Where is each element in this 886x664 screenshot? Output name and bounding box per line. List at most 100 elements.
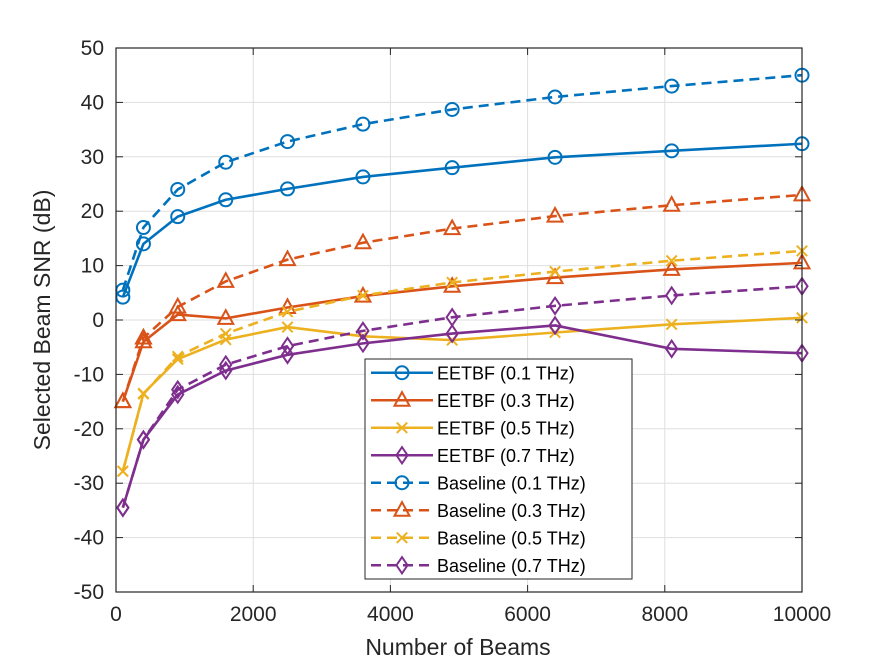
series-line <box>121 193 803 402</box>
data-point <box>280 134 295 150</box>
data-point <box>355 116 371 132</box>
y-tick-label: -20 <box>74 418 104 441</box>
data-point <box>445 323 459 344</box>
legend-label: EETBF (0.1 THz) <box>437 363 575 383</box>
legend-swatch-marker <box>392 500 412 517</box>
data-point <box>170 181 186 197</box>
data-point <box>218 154 234 170</box>
x-axis-label: Number of Beams <box>365 634 550 660</box>
legend-item: Baseline (0.5 THz) <box>371 528 586 548</box>
legend-item: Baseline (0.3 THz) <box>371 500 586 521</box>
legend-swatch-marker <box>395 555 409 576</box>
legend-swatch-marker <box>392 390 412 407</box>
data-point <box>280 344 295 365</box>
data-point <box>171 350 184 363</box>
data-point <box>171 379 185 400</box>
series-line <box>121 142 803 298</box>
data-point <box>355 169 371 185</box>
data-point <box>444 101 460 117</box>
series-line <box>121 73 803 291</box>
data-point <box>442 218 462 236</box>
data-point <box>357 289 369 302</box>
data-point <box>664 78 680 94</box>
legend-item: EETBF (0.5 THz) <box>371 418 575 438</box>
axes-box <box>115 47 803 593</box>
data-point <box>170 209 186 225</box>
data-point <box>665 318 678 331</box>
data-point <box>664 285 679 306</box>
legend-swatch-marker <box>395 445 409 466</box>
legend-swatch-marker <box>396 421 408 434</box>
data-point <box>356 333 370 354</box>
data-point <box>665 254 678 267</box>
axes-layer: 0 2000 4000 6000 8000 10000 -50 -40 -30 -20 -10 0 10… <box>74 37 832 626</box>
data-point <box>446 276 459 289</box>
legend-item: Baseline (0.1 THz) <box>371 473 586 493</box>
data-point <box>545 205 565 223</box>
data-point <box>116 465 129 478</box>
legend-label: Baseline (0.5 THz) <box>437 528 586 548</box>
data-point <box>216 271 235 288</box>
series-line <box>121 249 803 472</box>
legend-swatch-marker <box>396 531 408 544</box>
data-point <box>134 331 153 349</box>
legend-label: EETBF (0.7 THz) <box>437 446 575 466</box>
data-point <box>547 149 563 165</box>
data-point <box>353 232 373 250</box>
data-point <box>548 295 562 316</box>
x-tick-label: 10000 <box>773 603 831 626</box>
data-point <box>662 259 681 276</box>
legend-label: Baseline (0.3 THz) <box>437 501 586 521</box>
data-point <box>116 497 130 518</box>
series-line <box>121 284 803 509</box>
x-tick-label: 8000 <box>641 603 688 626</box>
legend-item: EETBF (0.1 THz) <box>371 363 575 383</box>
series-line <box>121 261 803 403</box>
data-point <box>444 160 460 176</box>
legend-label: Baseline (0.7 THz) <box>437 556 586 576</box>
data-point <box>136 429 151 450</box>
legend-label: Baseline (0.1 THz) <box>437 473 586 493</box>
data-point <box>134 327 153 345</box>
series-layer <box>113 67 812 518</box>
x-tick-label: 4000 <box>367 603 414 626</box>
legend-swatch-marker <box>394 475 410 491</box>
y-tick-label: 10 <box>81 255 104 278</box>
legend-swatch-marker <box>394 365 410 381</box>
data-point <box>219 327 232 340</box>
y-tick-label: -30 <box>74 472 104 495</box>
data-point <box>168 296 187 314</box>
data-point <box>280 336 295 357</box>
data-point <box>664 143 680 159</box>
series-line <box>121 324 803 509</box>
y-tick-label: -50 <box>74 581 104 604</box>
legend-label: EETBF (0.3 THz) <box>437 391 575 411</box>
x-tick-label: 6000 <box>504 603 551 626</box>
legend-item: Baseline (0.7 THz) <box>371 555 586 576</box>
legend-label: EETBF (0.5 THz) <box>437 418 575 438</box>
data-point <box>281 305 294 318</box>
x-tick-label: 2000 <box>230 603 277 626</box>
data-point <box>547 89 563 105</box>
data-point <box>664 338 679 359</box>
data-point <box>549 265 561 278</box>
y-tick-label: 50 <box>81 37 104 60</box>
data-point <box>216 308 235 325</box>
y-tick-label: 20 <box>81 200 104 223</box>
y-tick-label: 40 <box>81 91 104 114</box>
data-point <box>135 220 151 236</box>
data-point <box>445 307 459 328</box>
series-baseline-0-3-thz <box>113 184 812 409</box>
data-point <box>356 320 370 341</box>
data-point <box>278 249 297 267</box>
data-point <box>218 192 234 208</box>
legend-item: EETBF (0.3 THz) <box>371 390 575 411</box>
x-tick-label: 0 <box>110 603 122 626</box>
data-point <box>353 285 373 303</box>
series-baseline-0-1-thz <box>115 67 810 298</box>
y-tick-label: 30 <box>81 146 104 169</box>
data-point <box>219 354 233 375</box>
data-point <box>113 391 133 409</box>
y-axis-label: Selected Beam SNR (dB) <box>29 190 55 451</box>
